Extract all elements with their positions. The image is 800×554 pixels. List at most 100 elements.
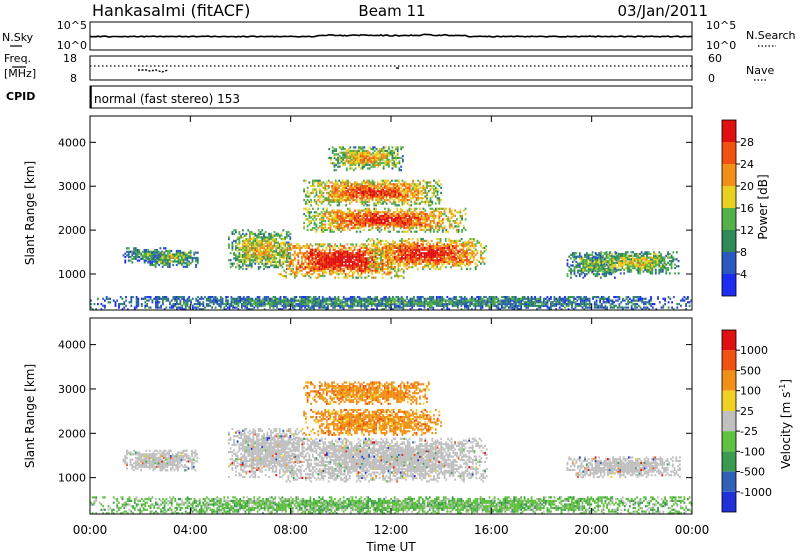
echo-cell: [318, 266, 321, 269]
echo-cell: [361, 181, 363, 184]
echo-cell: [238, 241, 241, 244]
echo-cell: [394, 241, 396, 244]
echo-cell: [404, 243, 407, 246]
echo-cell: [193, 251, 196, 254]
echo-cell: [413, 221, 416, 224]
echo-cell: [429, 197, 432, 200]
echo-cell: [358, 269, 361, 272]
echo-cell: [649, 256, 652, 259]
echo-cell: [254, 253, 257, 256]
echo-cell: [231, 241, 234, 244]
echo-cell: [369, 262, 372, 265]
echo-cell: [254, 250, 257, 253]
echo-cell: [633, 252, 636, 256]
echo-cell: [339, 267, 342, 271]
echo-cell: [281, 260, 284, 263]
echo-cell: [153, 253, 155, 256]
echo-cell: [264, 264, 267, 267]
echo-cell: [460, 238, 463, 241]
echo-cell: [357, 273, 359, 276]
echo-cell: [406, 186, 409, 189]
echo-cell: [412, 220, 414, 223]
echo-cell: [236, 257, 239, 260]
echo-cell: [309, 255, 312, 258]
echo-cell: [252, 243, 255, 246]
echo-cell: [381, 162, 383, 165]
echo-cell: [318, 264, 321, 267]
noise-left-tick-low: 10^0: [57, 39, 87, 52]
echo-cell: [179, 262, 182, 265]
echo-cell: [308, 259, 310, 262]
echo-cell: [416, 267, 419, 271]
echo-cell: [378, 190, 381, 193]
echo-cell: [365, 260, 368, 263]
echo-cell: [257, 252, 260, 255]
echo-cell: [365, 248, 368, 251]
echo-cell: [367, 259, 370, 262]
echo-cell: [367, 260, 370, 263]
echo-cell: [317, 204, 320, 207]
echo-cell: [464, 264, 466, 267]
echo-cell: [256, 245, 258, 248]
echo-cell: [311, 262, 314, 265]
echo-cell: [145, 249, 148, 252]
echo-cell: [127, 256, 130, 259]
echo-cell: [250, 232, 253, 235]
echo-cell: [404, 239, 407, 242]
echo-cell: [334, 248, 337, 251]
echo-cell: [445, 214, 448, 217]
echo-cell: [295, 246, 298, 249]
echo-cell: [630, 254, 633, 257]
echo-cell: [570, 267, 572, 271]
echo-cell: [377, 193, 379, 196]
echo-cell: [612, 268, 615, 271]
echo-cell: [256, 243, 258, 246]
echo-cell: [381, 153, 383, 156]
echo-cell: [330, 267, 333, 271]
echo-cell: [604, 258, 606, 261]
echo-cell: [252, 239, 255, 242]
echo-cell: [351, 273, 354, 276]
echo-cell: [304, 252, 307, 255]
echo-cell: [361, 214, 363, 217]
echo-cell: [355, 266, 358, 269]
echo-cell: [473, 243, 475, 246]
echo-cell: [371, 255, 373, 258]
echo-cell: [393, 160, 396, 163]
echo-cell: [568, 269, 571, 272]
echo-cell: [325, 252, 328, 255]
echo-cell: [343, 257, 345, 260]
echo-cell: [387, 267, 389, 271]
echo-cell: [242, 243, 244, 246]
echo-cell: [284, 236, 286, 239]
echo-cell: [441, 227, 444, 230]
echo-cell: [281, 246, 284, 249]
echo-cell: [430, 239, 433, 242]
echo-cell: [366, 204, 369, 207]
echo-cell: [247, 252, 250, 255]
echo-cell: [243, 250, 246, 253]
echo-cell: [193, 253, 196, 256]
echo-cell: [355, 259, 358, 262]
echo-cell: [350, 183, 353, 186]
echo-cell: [340, 146, 343, 149]
echo-cell: [271, 239, 274, 242]
echo-cell: [275, 252, 278, 255]
echo-cell: [131, 250, 134, 253]
echo-cell: [261, 229, 264, 232]
echo-cell: [609, 258, 611, 261]
echo-cell: [242, 229, 244, 232]
echo-cell: [405, 227, 407, 230]
echo-cell: [350, 266, 352, 269]
echo-cell: [677, 260, 680, 263]
echo-cell: [609, 268, 611, 271]
echo-cell: [335, 169, 338, 172]
echo-cell: [377, 211, 379, 214]
echo-cell: [578, 269, 581, 272]
echo-cell: [378, 239, 380, 242]
echo-cell: [339, 260, 342, 263]
cpid-label: CPID: [6, 90, 35, 103]
echo-cell: [351, 245, 354, 248]
echo-cell: [424, 186, 427, 189]
echo-cell: [297, 255, 300, 258]
